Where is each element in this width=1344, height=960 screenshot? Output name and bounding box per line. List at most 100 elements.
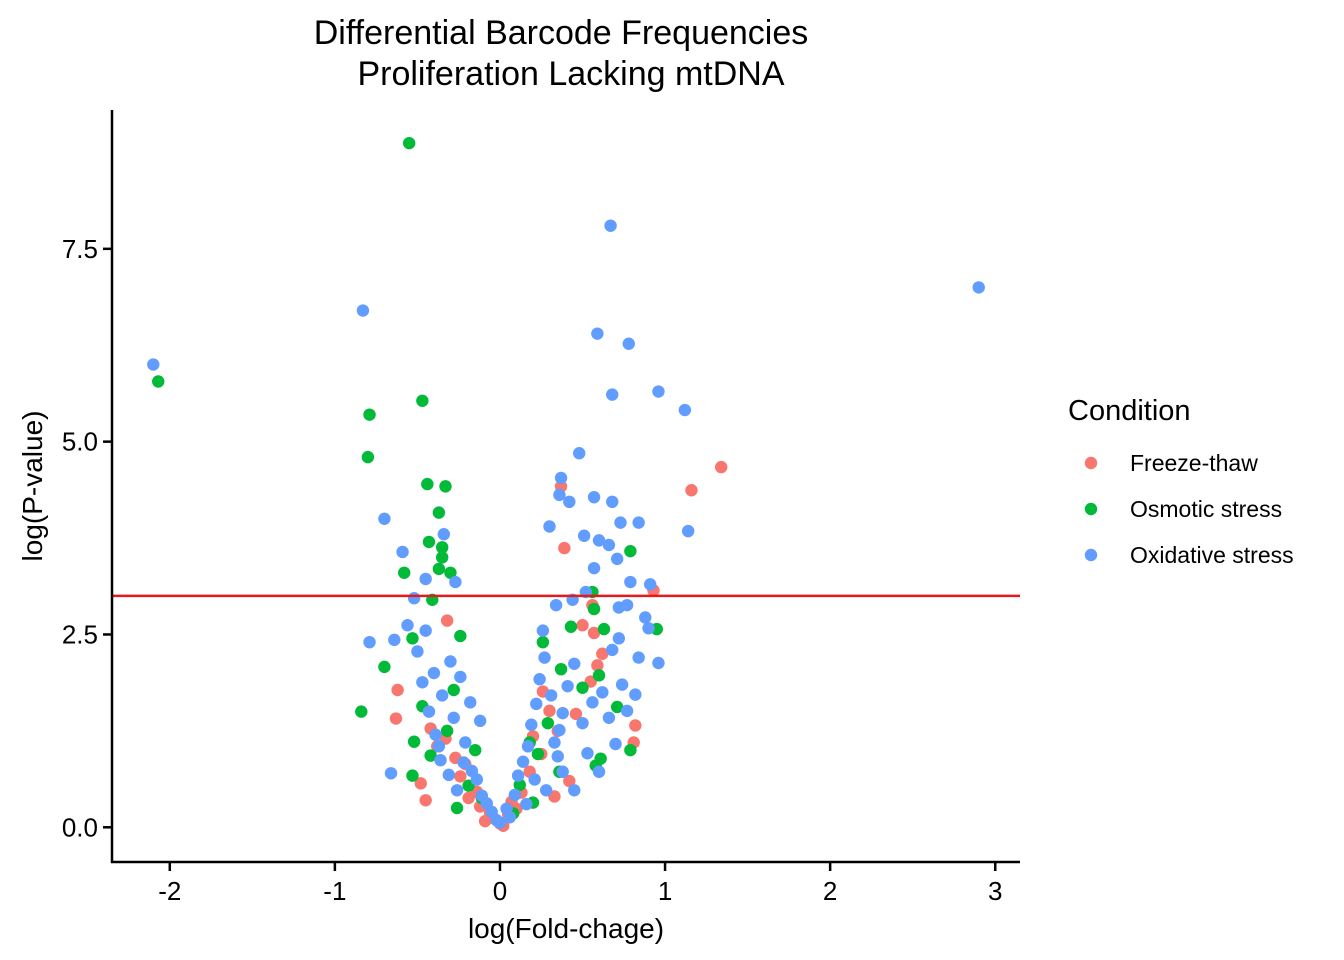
x-axis-label: log(Fold-chage) — [468, 913, 664, 944]
data-point — [470, 773, 484, 786]
data-point — [435, 689, 449, 702]
data-point — [444, 655, 457, 668]
data-point — [561, 679, 574, 693]
data-point — [606, 495, 619, 509]
data-point — [596, 686, 609, 699]
data-point — [419, 624, 432, 637]
data-point — [435, 551, 449, 564]
data-point — [432, 506, 446, 519]
data-point — [592, 765, 606, 778]
data-point — [536, 635, 550, 649]
data-point — [610, 552, 624, 566]
data-point — [531, 747, 545, 761]
data-point — [503, 811, 517, 824]
data-point — [614, 516, 627, 529]
data-point — [576, 716, 589, 730]
data-point — [444, 566, 457, 579]
y-tick-label: 0.0 — [62, 812, 98, 842]
data-point — [464, 696, 477, 709]
data-point — [388, 633, 401, 647]
legend-key — [1084, 502, 1098, 516]
data-point — [401, 619, 414, 632]
data-point — [553, 488, 566, 502]
data-point — [563, 495, 576, 509]
data-point — [553, 723, 566, 737]
data-point — [447, 683, 460, 697]
data-point — [596, 647, 609, 660]
data-point — [592, 669, 606, 682]
data-point — [594, 752, 607, 765]
data-point — [416, 394, 429, 407]
data-point — [424, 749, 437, 762]
data-point — [450, 801, 464, 815]
legend-key — [1084, 548, 1098, 562]
data-point — [513, 778, 526, 792]
x-tick-label: 1 — [658, 876, 672, 906]
data-point — [538, 651, 551, 664]
data-point — [685, 484, 698, 497]
data-point — [422, 705, 436, 718]
data-point — [587, 626, 601, 640]
data-point — [606, 388, 619, 401]
data-point — [427, 666, 441, 680]
data-point — [437, 528, 451, 541]
data-point — [544, 689, 558, 702]
data-point — [577, 529, 591, 542]
data-point — [632, 516, 645, 529]
data-point — [355, 705, 368, 718]
data-point — [549, 598, 563, 612]
data-point — [469, 743, 482, 757]
data-point — [152, 375, 165, 388]
data-point — [576, 619, 589, 632]
data-point — [587, 561, 601, 575]
legend: Condition Freeze-thaw Osmotic stress Oxida… — [1068, 395, 1294, 568]
legend-label: Oxidative stress — [1130, 542, 1294, 568]
data-point — [454, 770, 467, 783]
data-point — [548, 736, 561, 749]
data-point — [543, 520, 556, 533]
data-point — [568, 784, 581, 797]
x-axis-ticks: -2 -1 0 1 2 3 — [158, 862, 1002, 906]
data-point — [609, 737, 622, 751]
data-point — [564, 620, 578, 633]
data-point — [398, 566, 411, 579]
data-point — [450, 784, 464, 797]
data-point — [558, 541, 571, 555]
series-oxidative-stress — [147, 219, 985, 829]
data-point — [432, 562, 446, 576]
y-axis-ticks: 0.0 2.5 5.0 7.5 — [62, 234, 112, 842]
data-point — [454, 629, 467, 643]
x-tick-label: 3 — [988, 876, 1002, 906]
data-point — [391, 683, 404, 697]
data-point — [551, 750, 564, 763]
data-point — [419, 572, 432, 586]
data-point — [473, 714, 487, 728]
data-point — [592, 534, 606, 547]
data-point — [521, 740, 535, 753]
data-point — [396, 545, 409, 559]
data-point — [440, 614, 454, 627]
data-point — [147, 358, 160, 371]
data-point — [610, 700, 624, 714]
data-point — [554, 471, 568, 485]
data-point — [678, 403, 692, 417]
data-point — [972, 281, 985, 294]
x-tick-label: -2 — [158, 876, 181, 906]
data-point — [639, 611, 652, 624]
data-point — [520, 797, 533, 811]
y-tick-label: 2.5 — [62, 619, 98, 649]
data-point — [402, 136, 416, 150]
data-point — [432, 740, 446, 753]
x-tick-label: 0 — [493, 876, 507, 906]
data-point — [591, 327, 604, 340]
data-point — [459, 736, 472, 749]
chart-title-line-1: Differential Barcode Frequencies — [314, 14, 809, 52]
data-point — [652, 656, 665, 670]
data-point — [543, 704, 556, 718]
data-point — [586, 696, 599, 709]
data-point — [604, 219, 617, 232]
data-point — [581, 747, 594, 760]
legend-label: Osmotic stress — [1130, 496, 1282, 522]
data-point — [643, 578, 657, 591]
